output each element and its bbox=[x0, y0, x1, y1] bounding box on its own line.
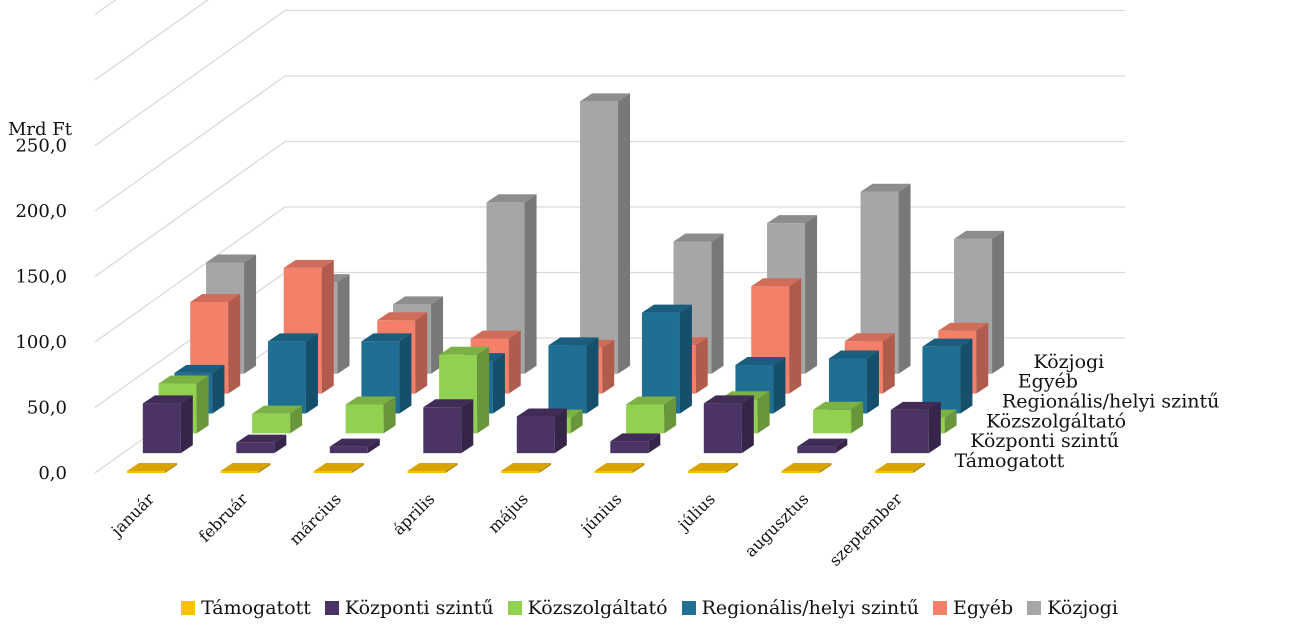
bar-k-zjogi-4 bbox=[580, 93, 631, 374]
x-tick-label: január bbox=[106, 489, 158, 541]
y-unit-label: Mrd Ft bbox=[8, 119, 73, 140]
bar-k-zponti-szint--5 bbox=[610, 433, 661, 454]
x-tick-label: május bbox=[484, 489, 532, 537]
chart-legend: Támogatott Központi szintű Közszolgáltató R… bbox=[0, 593, 1299, 623]
bar-k-zszolg-ltat--2 bbox=[345, 396, 396, 434]
bar-k-zponti-szint--7 bbox=[797, 438, 848, 454]
gridline bbox=[94, 0, 209, 81]
x-tick-label: július bbox=[673, 489, 719, 535]
y-tick-label: 150,0 bbox=[15, 267, 67, 288]
gridline bbox=[94, 0, 117, 16]
x-tick-label: szeptember bbox=[825, 489, 906, 570]
legend-label: Regionális/helyi szintű bbox=[701, 597, 920, 619]
x-tick-label: március bbox=[285, 489, 344, 548]
x-tick-label: augusztus bbox=[741, 489, 812, 560]
depth-axis-label: Központi szintű bbox=[970, 430, 1119, 452]
y-tick-label: 250,0 bbox=[15, 136, 67, 157]
gridline bbox=[94, 206, 1125, 343]
gridline bbox=[94, 9, 1125, 147]
legend-swatch bbox=[681, 601, 696, 615]
y-tick-label: 50,0 bbox=[27, 398, 67, 419]
legend-label: Központi szintű bbox=[344, 597, 494, 619]
bar-t-mogatott-4 bbox=[501, 463, 551, 473]
legend-item: Közjogi bbox=[1027, 597, 1118, 619]
bar-t-mogatott-8 bbox=[875, 463, 925, 473]
legend-item: Egyéb bbox=[933, 597, 1013, 619]
legend-item: Központi szintű bbox=[324, 597, 494, 619]
bar-region-lis-helyi-szint--4 bbox=[548, 337, 599, 414]
y-tick-label: 200,0 bbox=[15, 201, 67, 222]
bar-k-zponti-szint--6 bbox=[703, 395, 754, 454]
bar-k-zszolg-ltat--5 bbox=[626, 396, 677, 434]
legend-swatch bbox=[507, 601, 522, 615]
y-tick-label: 100,0 bbox=[15, 332, 67, 353]
bar-k-zszolg-ltat--7 bbox=[813, 401, 864, 434]
legend-item: Regionális/helyi szintű bbox=[681, 597, 920, 619]
legend-item: Támogatott bbox=[181, 597, 311, 619]
legend-label: Közszolgáltató bbox=[527, 597, 668, 619]
bar-t-mogatott-6 bbox=[688, 463, 738, 473]
depth-axis-label: Közszolgáltató bbox=[986, 410, 1126, 432]
depth-axis-label: Regionális/helyi szintű bbox=[1002, 390, 1219, 412]
x-tick-label: április bbox=[389, 489, 438, 538]
legend-item: Közszolgáltató bbox=[507, 597, 668, 619]
y-tick-label: 0,0 bbox=[38, 463, 67, 484]
bar-k-zponti-szint--0 bbox=[142, 395, 193, 454]
bar-k-zponti-szint--3 bbox=[423, 399, 474, 454]
legend-swatch bbox=[181, 601, 196, 615]
x-tick-label: február bbox=[195, 489, 252, 546]
legend-swatch bbox=[933, 601, 948, 615]
bar-k-zszolg-ltat--1 bbox=[252, 405, 303, 434]
bar-region-lis-helyi-szint--1 bbox=[267, 333, 318, 414]
bar-egy-b-6 bbox=[751, 278, 802, 394]
legend-label: Egyéb bbox=[953, 597, 1014, 619]
bar-k-zponti-szint--4 bbox=[516, 408, 567, 454]
depth-axis-label: Egyéb bbox=[1018, 371, 1078, 393]
gridline bbox=[94, 75, 1125, 212]
bar-t-mogatott-3 bbox=[407, 463, 458, 473]
bar-t-mogatott-5 bbox=[594, 463, 645, 473]
bar-t-mogatott-1 bbox=[220, 463, 271, 473]
bar-t-mogatott-0 bbox=[127, 463, 177, 473]
legend-swatch bbox=[324, 601, 339, 615]
bar-k-zponti-szint--2 bbox=[329, 438, 380, 454]
bar-t-mogatott-2 bbox=[314, 463, 364, 473]
legend-swatch bbox=[1027, 601, 1042, 615]
legend-label: Közjogi bbox=[1047, 597, 1118, 619]
legend-label: Támogatott bbox=[201, 597, 311, 619]
bar-region-lis-helyi-szint--8 bbox=[922, 338, 973, 414]
bar-t-mogatott-7 bbox=[781, 463, 832, 473]
bar-k-zponti-szint--8 bbox=[890, 401, 941, 454]
depth-axis-label: Közjogi bbox=[1034, 351, 1105, 373]
x-tick-label: június bbox=[576, 489, 626, 539]
depth-axis-label: Támogatott bbox=[955, 450, 1065, 472]
bar-k-zponti-szint--1 bbox=[236, 434, 287, 454]
gridline bbox=[94, 140, 1125, 278]
